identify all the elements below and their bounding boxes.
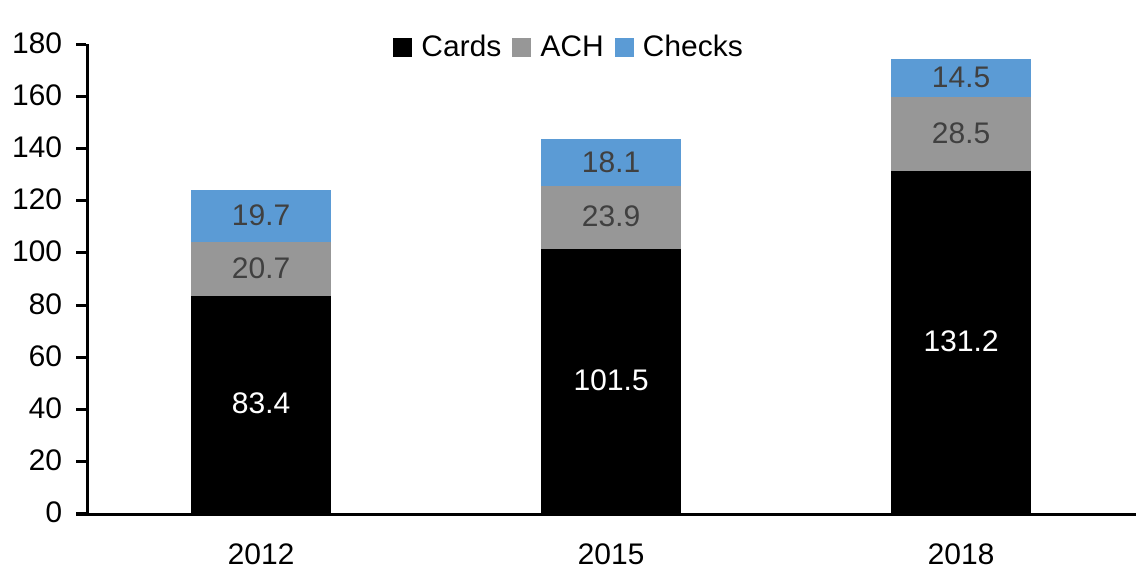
legend-marker-cards-icon bbox=[393, 37, 413, 57]
y-axis-tick bbox=[76, 95, 86, 99]
legend-item-cards: Cards bbox=[393, 30, 501, 64]
y-axis-tick-label: 100 bbox=[11, 235, 62, 269]
y-axis-tick bbox=[76, 512, 86, 515]
y-axis-tick bbox=[76, 43, 86, 46]
y-axis-tick-label: 60 bbox=[28, 339, 62, 373]
y-axis-tick bbox=[76, 199, 86, 203]
y-axis-tick-label: 140 bbox=[11, 131, 62, 165]
y-axis-tick-label: 20 bbox=[28, 443, 62, 477]
legend-item-ach: ACH bbox=[512, 30, 604, 64]
chart-legend: Cards ACH Checks bbox=[0, 30, 1136, 64]
bar-value-label: 20.7 bbox=[231, 251, 291, 285]
bar-segment-checks-2012: 19.7 bbox=[191, 190, 331, 242]
bar-segment-ach-2018: 28.5 bbox=[891, 96, 1031, 172]
legend-label-ach: ACH bbox=[540, 30, 604, 63]
bar-segment-ach-2015: 23.9 bbox=[541, 186, 681, 249]
y-axis-tick bbox=[76, 459, 86, 463]
y-axis-tick-label: 0 bbox=[45, 496, 62, 529]
y-axis-line bbox=[86, 44, 89, 516]
y-axis-tick bbox=[76, 407, 86, 411]
legend-marker-checks-icon bbox=[614, 37, 634, 57]
y-axis-tick bbox=[76, 251, 86, 255]
y-axis-tick-label: 120 bbox=[11, 183, 62, 217]
y-axis-tick-label: 160 bbox=[11, 79, 62, 113]
bar-value-label: 28.5 bbox=[931, 117, 991, 151]
bar-value-label: 101.5 bbox=[573, 363, 649, 397]
bar-value-label: 18.1 bbox=[581, 145, 641, 179]
y-axis-tick bbox=[76, 303, 86, 307]
y-axis-tick-label: 40 bbox=[28, 391, 62, 425]
x-axis-label-2015: 2015 bbox=[577, 538, 645, 571]
bar-segment-ach-2012: 20.7 bbox=[191, 241, 331, 296]
bar-value-label: 23.9 bbox=[581, 200, 641, 234]
y-axis-tick-label: 180 bbox=[11, 27, 62, 60]
bar-value-label: 83.4 bbox=[231, 387, 291, 421]
x-axis-label-2018: 2018 bbox=[927, 538, 995, 571]
bar-segment-checks-2018: 14.5 bbox=[891, 59, 1031, 97]
bar-segment-cards-2018: 131.2 bbox=[891, 171, 1031, 513]
legend-marker-ach-icon bbox=[512, 37, 532, 57]
y-axis-tick bbox=[76, 355, 86, 359]
bar-value-label: 131.2 bbox=[923, 325, 999, 359]
bar-segment-cards-2012: 83.4 bbox=[191, 295, 331, 513]
bar-value-label: 14.5 bbox=[931, 60, 991, 94]
x-axis-line bbox=[76, 513, 1136, 516]
x-axis-label-2012: 2012 bbox=[227, 538, 295, 571]
bar-segment-checks-2015: 18.1 bbox=[541, 139, 681, 187]
legend-label-cards: Cards bbox=[421, 30, 502, 63]
legend-label-checks: Checks bbox=[642, 30, 743, 63]
bar-segment-cards-2015: 101.5 bbox=[541, 248, 681, 513]
bar-value-label: 19.7 bbox=[231, 199, 291, 233]
y-axis-tick bbox=[76, 147, 86, 151]
y-axis-tick-label: 80 bbox=[28, 287, 62, 321]
legend-item-checks: Checks bbox=[614, 30, 743, 64]
